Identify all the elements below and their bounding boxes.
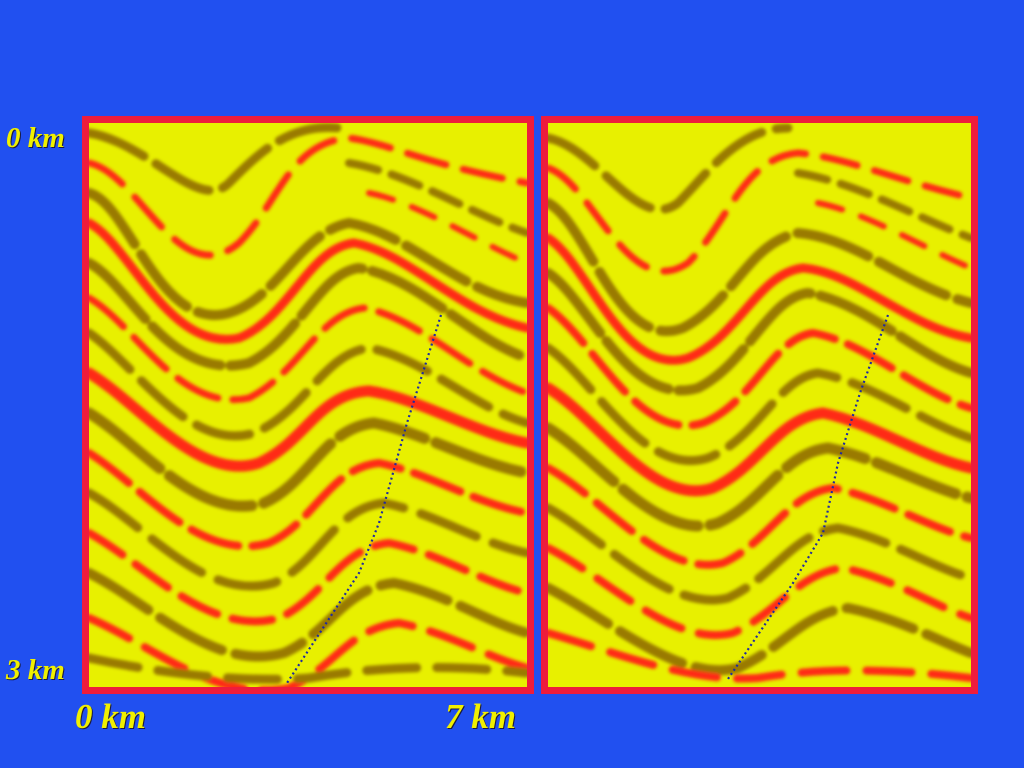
reflector (89, 188, 527, 321)
reflector (548, 422, 971, 532)
reflector (548, 583, 971, 676)
fault-line (727, 314, 890, 680)
seismic-image-right (548, 123, 971, 687)
distance-label-end: 7 km (445, 697, 516, 736)
reflector (548, 123, 793, 214)
fault-line (286, 314, 443, 684)
reflector (548, 503, 971, 605)
reflector (345, 159, 527, 237)
reflector (89, 407, 527, 512)
reflector (89, 123, 344, 195)
reflector (89, 328, 527, 441)
depth-label-bottom: 3 km (6, 654, 65, 686)
reflector (366, 190, 527, 266)
reflector (548, 544, 971, 639)
reflector (815, 200, 971, 271)
reflector (89, 258, 527, 371)
seismic-image-left (89, 123, 527, 687)
reflector (548, 233, 971, 365)
reflector (548, 382, 971, 497)
reflector (548, 629, 971, 683)
reflector (89, 488, 527, 591)
reflector (548, 149, 971, 275)
reflector (89, 218, 527, 344)
depth-label-top: 0 km (6, 122, 65, 154)
reflector (89, 614, 527, 687)
seismic-section-left (82, 116, 534, 694)
reflector (548, 198, 971, 336)
reflector (548, 343, 971, 465)
seismic-section-right (541, 116, 978, 694)
reflector (89, 653, 527, 684)
reflector (794, 169, 971, 242)
reflector (89, 449, 527, 551)
reflector (548, 464, 971, 569)
reflector (89, 367, 527, 472)
reflector (89, 294, 527, 404)
distance-label-start: 0 km (75, 697, 146, 736)
reflector (548, 268, 971, 396)
reflector (89, 134, 527, 259)
reflector (548, 304, 971, 430)
reflector (89, 529, 527, 626)
